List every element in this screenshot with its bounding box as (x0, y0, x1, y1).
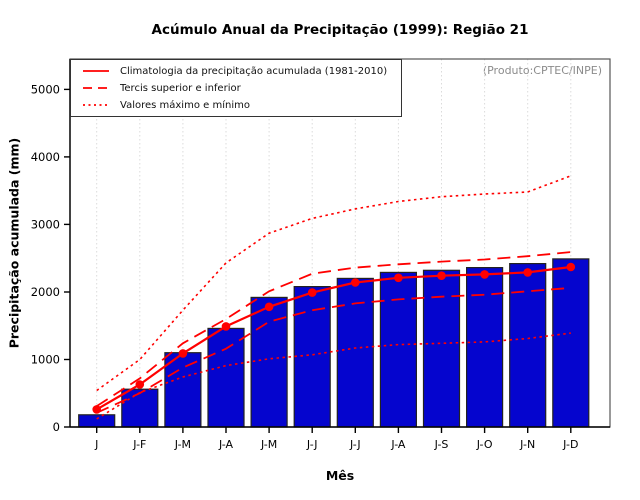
climatology-point (92, 405, 101, 414)
bar (207, 327, 245, 428)
x-tick-label: J-M (174, 438, 191, 451)
climatology-point (178, 349, 188, 358)
x-tick-label: J-A (390, 438, 406, 451)
legend-label: Valores máximo e mínimo (120, 99, 250, 111)
legend-label: Tercis superior e inferior (120, 82, 241, 94)
bar (422, 269, 461, 428)
climatology-point (523, 268, 532, 277)
climatology-point (394, 273, 403, 283)
produto-annotation: (Produto:CPTEC/INPE) (482, 64, 602, 77)
climatology-point (437, 271, 446, 281)
bar (509, 263, 547, 428)
tercile-lower-line (96, 287, 571, 414)
climatology-point (135, 380, 145, 389)
climatology-point (566, 262, 576, 272)
solid-line-swatch-icon (83, 70, 109, 72)
climatology-point (480, 270, 489, 279)
bar (121, 388, 159, 428)
climatology-point (264, 302, 274, 312)
legend-item-terciles: Tercis superior e inferior (81, 81, 401, 96)
climatology-line (96, 265, 571, 411)
x-tick-label: J-J (306, 438, 318, 451)
dashed-line-swatch-icon (83, 87, 109, 89)
x-tick-label: J (94, 438, 98, 451)
bar (552, 258, 590, 428)
y-tick-label: 4000 (31, 150, 60, 164)
x-tick-label: J-M (260, 438, 277, 451)
y-tick-label: 0 (53, 420, 60, 434)
climatology-point (221, 322, 231, 331)
max-line (96, 175, 572, 392)
y-tick-label: 5000 (31, 82, 60, 96)
climatology-point (351, 278, 360, 287)
y-tick-label: 3000 (31, 217, 60, 231)
bar (379, 271, 417, 428)
legend-label: Climatologia da precipitação acumulada (… (120, 65, 388, 77)
bar (466, 267, 504, 428)
legend-item-max-min: Valores máximo e mínimo (81, 98, 401, 113)
x-tick-label: J-O (476, 438, 493, 451)
x-tick-label: J-A (218, 438, 234, 451)
chart-title: Acúmulo Anual da Precipitação (1999): Re… (151, 22, 529, 38)
x-axis-title: Mês (325, 468, 355, 483)
x-tick-label: J-J (349, 438, 361, 451)
y-tick-label: 1000 (31, 353, 60, 367)
legend-item-climatology: Climatologia da precipitação acumulada (… (81, 64, 401, 79)
legend: Climatologia da precipitação acumulada (… (70, 59, 402, 117)
dotted-line-swatch-icon (83, 104, 109, 106)
x-tick-label: J-N (519, 438, 535, 451)
y-tick-label: 2000 (31, 285, 60, 299)
bar (336, 277, 374, 428)
x-tick-label: J-S (434, 438, 449, 451)
x-tick-label: J-F (132, 438, 146, 451)
bar (250, 296, 288, 428)
min-line (96, 332, 571, 420)
x-tick-label: J-D (562, 438, 578, 451)
bar (78, 414, 116, 428)
climatology-point (307, 288, 317, 297)
